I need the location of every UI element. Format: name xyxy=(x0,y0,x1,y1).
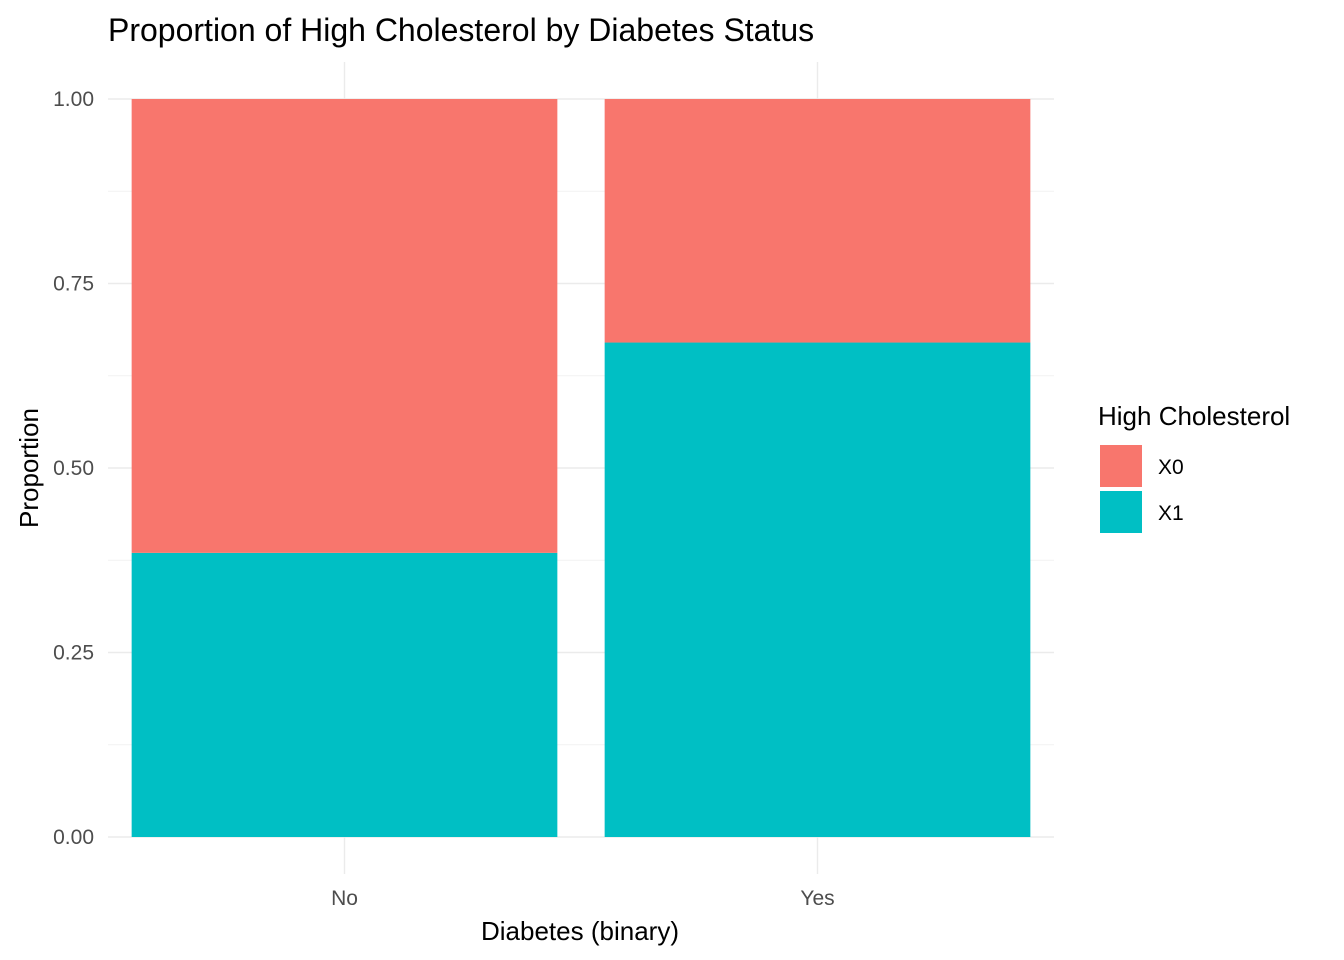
y-tick-label: 0.25 xyxy=(53,642,94,665)
x-axis-ticks: No Yes xyxy=(331,887,835,910)
x-tick-label: No xyxy=(331,887,358,910)
bars xyxy=(131,99,1031,837)
bar-no-x0 xyxy=(131,99,558,553)
legend-label-x1: X1 xyxy=(1158,502,1184,525)
bar-yes-x1 xyxy=(604,342,1031,837)
y-tick-label: 0.75 xyxy=(53,273,94,296)
legend-title: High Cholesterol xyxy=(1098,401,1290,431)
legend-swatch-x1 xyxy=(1100,491,1142,533)
bar-yes-x0 xyxy=(604,99,1031,343)
chart-title: Proportion of High Cholesterol by Diabet… xyxy=(108,12,814,48)
x-axis-title: Diabetes (binary) xyxy=(481,916,679,946)
y-tick-label: 0.50 xyxy=(53,457,94,480)
y-tick-label: 0.00 xyxy=(53,826,94,849)
y-axis-title: Proportion xyxy=(14,408,44,528)
legend: High Cholesterol X0 X1 xyxy=(1098,401,1290,533)
y-axis-ticks: 0.00 0.25 0.50 0.75 1.00 xyxy=(53,88,94,849)
bar-no-x1 xyxy=(131,552,558,837)
legend-swatch-x0 xyxy=(1100,445,1142,487)
y-tick-label: 1.00 xyxy=(53,88,94,111)
legend-items: X0 X1 xyxy=(1100,445,1184,533)
legend-label-x0: X0 xyxy=(1158,456,1184,479)
x-tick-label: Yes xyxy=(800,887,834,910)
